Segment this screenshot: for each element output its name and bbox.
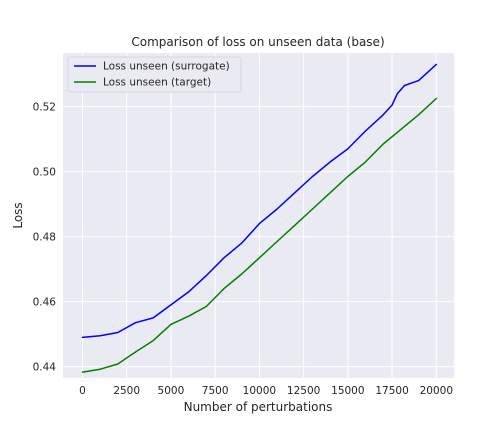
y-tick-label: 0.52	[33, 102, 56, 114]
x-tick-label: 12500	[287, 385, 320, 397]
x-tick-label: 5000	[158, 385, 185, 397]
legend: Loss unseen (surrogate) Loss unseen (tar…	[67, 56, 242, 93]
legend-box	[67, 56, 242, 93]
chart-title: Comparison of loss on unseen data (base)	[131, 35, 384, 49]
plot-background	[63, 53, 454, 378]
x-tick-label: 7500	[202, 385, 229, 397]
y-axis-label: Loss	[11, 202, 25, 228]
grid	[63, 53, 454, 378]
y-tick-label: 0.46	[33, 297, 57, 309]
x-axis-label: Number of perturbations	[184, 400, 333, 414]
y-tick-label: 0.44	[33, 362, 57, 374]
series-line-surrogate	[81, 63, 438, 339]
y-axis-ticks: 0.44 0.46 0.48 0.50 0.52	[33, 102, 57, 374]
x-tick-label: 15000	[331, 385, 364, 397]
y-tick-label: 0.48	[33, 232, 56, 244]
series-line-target	[81, 97, 438, 373]
legend-label-target: Loss unseen (target)	[103, 77, 211, 89]
y-tick-label: 0.50	[33, 167, 56, 179]
series-lines	[81, 63, 438, 373]
x-tick-label: 17500	[375, 385, 408, 397]
legend-label-surrogate: Loss unseen (surrogate)	[103, 61, 230, 73]
x-tick-label: 10000	[243, 385, 276, 397]
x-tick-label: 0	[79, 385, 86, 397]
x-tick-label: 2500	[113, 385, 140, 397]
x-tick-label: 20000	[420, 385, 453, 397]
x-axis-ticks: 0 2500 5000 7500 10000 12500 15000 17500 20000	[79, 385, 453, 397]
